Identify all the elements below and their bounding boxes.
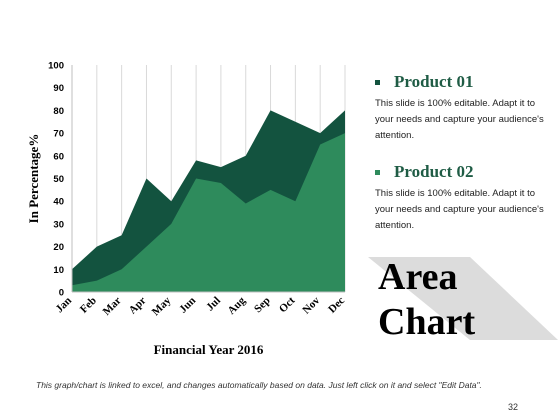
legend-item-product-01: Product 01 This slide is 100% editable. … — [375, 72, 545, 144]
legend-description-product-02: This slide is 100% editable. Adapt it to… — [375, 188, 544, 231]
legend-description-product-01: This slide is 100% editable. Adapt it to… — [375, 98, 544, 141]
x-tick-label-aug: Aug — [226, 294, 249, 317]
legend-title-product-01: Product 01 — [394, 72, 474, 91]
legend-title-product-02: Product 02 — [394, 162, 474, 181]
y-tick-label-0: 0 — [59, 288, 64, 299]
footer-note: This graph/chart is linked to excel, and… — [36, 380, 482, 390]
y-tick-label-100: 100 — [48, 61, 64, 72]
x-tick-labels: Jan Feb Mar Apr May Jun Jul Aug Sep Oct Nov Dec — [54, 294, 348, 318]
y-tick-labels: 0 10 20 30 40 50 60 70 80 90 100 — [48, 61, 64, 299]
slide-heading-line-2: Chart — [378, 301, 476, 343]
y-tick-label-80: 80 — [53, 106, 64, 117]
y-tick-label-50: 50 — [53, 174, 64, 185]
x-tick-label-jul: Jul — [204, 295, 223, 314]
y-tick-label-90: 90 — [53, 83, 64, 94]
x-tick-label-dec: Dec — [326, 295, 347, 316]
x-tick-label-may: May — [150, 294, 174, 318]
y-tick-label-10: 10 — [53, 265, 64, 276]
x-axis-label: Financial Year 2016 — [154, 342, 264, 357]
legend-bullet-icon — [375, 169, 380, 175]
slide-heading: Area Chart — [378, 255, 475, 345]
y-tick-label-70: 70 — [53, 129, 64, 140]
y-tick-label-60: 60 — [53, 151, 64, 162]
x-tick-label-oct: Oct — [277, 294, 298, 315]
x-tick-label-apr: Apr — [127, 295, 149, 317]
y-tick-label-40: 40 — [53, 197, 64, 208]
page-number: 32 — [507, 402, 518, 412]
slide-heading-line-1: Area — [378, 256, 458, 298]
x-tick-label-mar: Mar — [101, 295, 124, 318]
legend-item-product-02: Product 02 This slide is 100% editable. … — [375, 162, 545, 234]
x-tick-label-sep: Sep — [252, 295, 273, 316]
legend-bullet-icon — [375, 79, 380, 85]
y-tick-label-30: 30 — [53, 219, 64, 230]
chart-areas — [72, 110, 345, 293]
x-tick-label-jun: Jun — [177, 295, 198, 316]
area-series-product-02 — [72, 133, 345, 292]
title-banner-shape — [368, 257, 558, 340]
x-tick-label-feb: Feb — [78, 295, 99, 316]
x-tick-label-jan: Jan — [54, 295, 75, 316]
y-tick-label-20: 20 — [53, 242, 64, 253]
x-tick-label-nov: Nov — [300, 294, 322, 316]
chart-axes — [71, 65, 345, 293]
y-axis-label: In Percentage% — [26, 134, 41, 224]
